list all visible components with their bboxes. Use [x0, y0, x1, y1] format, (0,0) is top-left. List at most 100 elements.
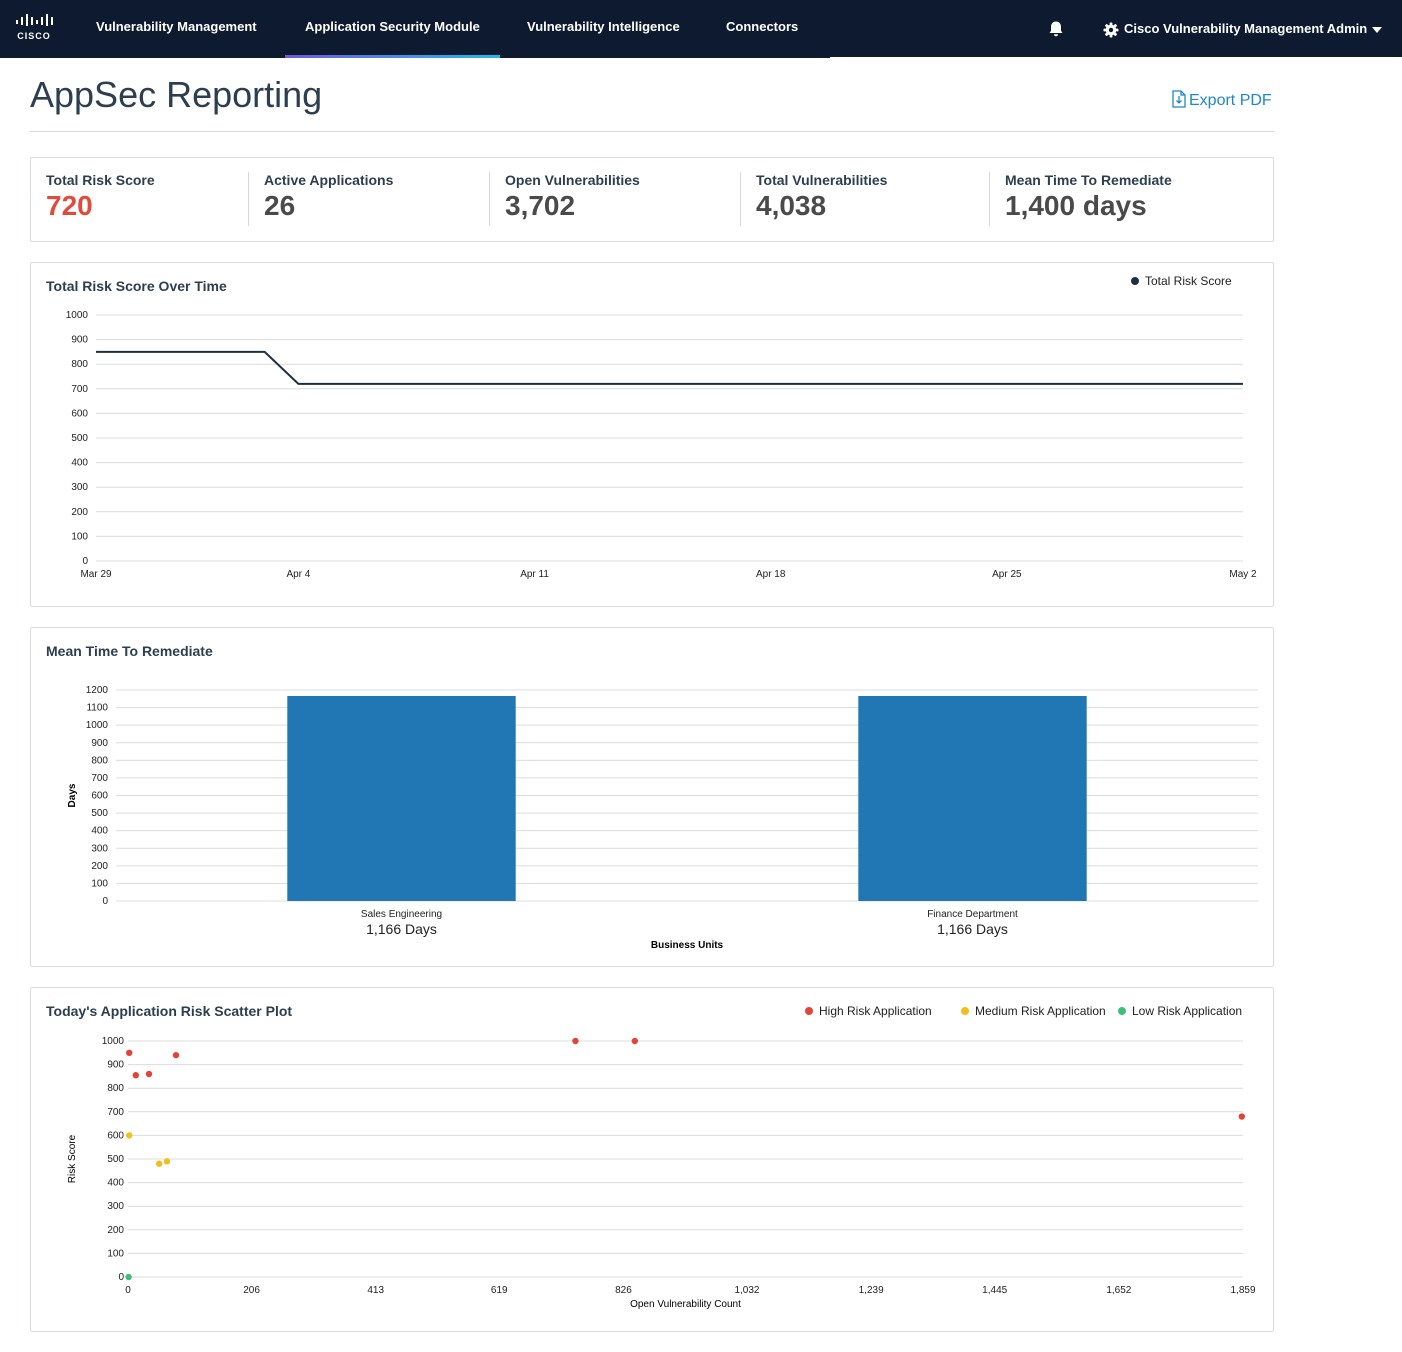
low-risk-point: [125, 1273, 132, 1281]
stat-label: Mean Time To Remediate: [1005, 172, 1172, 188]
legend-marker: [805, 1007, 813, 1015]
x-axis-label: Open Vulnerability Count: [630, 1299, 741, 1310]
user-menu-label: Cisco Vulnerability Management Admin: [1124, 21, 1368, 36]
high-risk-point: [132, 1072, 139, 1079]
stat-value: 26: [264, 190, 296, 221]
x-tick-label: 826: [615, 1285, 632, 1296]
x-tick-label: 1,859: [1230, 1285, 1255, 1296]
y-tick-label: 600: [91, 791, 108, 802]
nav-application-security-module[interactable]: Application Security Module: [285, 0, 500, 58]
risk-score-over-time-card: Total Risk Score Over Time 0 100 200 300 400…: [30, 262, 1274, 607]
x-tick-label: Apr 4: [286, 569, 310, 580]
stat-label: Active Applications: [264, 172, 394, 188]
chart-title: Total Risk Score Over Time: [46, 278, 227, 294]
title-divider: [30, 131, 1274, 132]
y-tick-label: 900: [91, 738, 108, 749]
y-tick-label: 600: [107, 1130, 124, 1141]
y-tick-label: 100: [71, 531, 88, 542]
risk-scatter-card: Today's Application Risk Scatter Plot 0 1…: [30, 987, 1274, 1332]
x-tick-label: 1,032: [734, 1285, 759, 1296]
medium-risk-point: [125, 1132, 133, 1139]
cisco-logo[interactable]: CISCO: [14, 14, 54, 44]
y-tick-label: 100: [91, 878, 108, 889]
stat-divider: [248, 172, 249, 226]
x-tick-label: 1,652: [1106, 1285, 1131, 1296]
stat-label: Total Risk Score: [46, 172, 155, 188]
legend-marker: [961, 1007, 969, 1015]
medium-risk-point: [155, 1160, 163, 1167]
y-tick-label: 1000: [102, 1036, 125, 1047]
medium-risk-point: [163, 1158, 171, 1165]
stat-value: 1,400 days: [1005, 190, 1147, 221]
y-tick-label: 500: [107, 1154, 124, 1165]
page-title: AppSec Reporting: [30, 74, 323, 115]
bar: [858, 695, 1087, 901]
x-tick-label: Finance Department: [927, 909, 1018, 920]
export-pdf-label: Export PDF: [1189, 92, 1272, 109]
x-tick-label: Apr 18: [756, 569, 786, 580]
x-tick-label: May 2: [1229, 569, 1257, 580]
nav-divider: [830, 57, 1402, 58]
line-chart: 0 100 200 300 400 500 600 700 800 900 1000 Mar 29 Ap…: [66, 274, 1257, 580]
stat-total-vulnerabilities: Total Vulnerabilities 4,038: [756, 172, 887, 222]
x-tick-label: Apr 11: [520, 569, 549, 580]
y-tick-label: 0: [118, 1272, 124, 1283]
y-tick-label: 400: [107, 1178, 124, 1189]
high-risk-point: [1238, 1113, 1246, 1120]
top-nav: CISCO Vulnerability Management Applicati…: [0, 0, 1402, 58]
high-risk-point: [125, 1049, 133, 1056]
stat-divider: [489, 172, 490, 226]
x-tick-label: Mar 29: [80, 569, 112, 580]
y-tick-label: 600: [71, 408, 88, 419]
y-tick-label: 200: [107, 1225, 124, 1236]
stat-divider: [989, 172, 990, 226]
x-tick-label: Sales Engineering: [361, 909, 442, 920]
bar-value-label: 1,166 Days: [937, 921, 1008, 937]
x-tick-label: 206: [243, 1285, 260, 1296]
legend-marker: [1131, 277, 1139, 285]
x-tick-label: Apr 25: [992, 569, 1022, 580]
chart-title: Mean Time To Remediate: [46, 643, 213, 659]
x-tick-label: 0: [125, 1285, 131, 1296]
y-tick-label: 800: [91, 755, 108, 766]
y-tick-label: 800: [71, 359, 88, 370]
x-axis-label: Business Units: [651, 940, 724, 951]
y-tick-label: 200: [71, 507, 88, 518]
y-tick-label: 0: [102, 896, 108, 907]
chevron-down-icon: [1372, 26, 1383, 33]
y-tick-label: 1000: [86, 720, 109, 731]
y-tick-label: 400: [91, 826, 108, 837]
export-pdf-button[interactable]: Export PDF: [1172, 90, 1272, 110]
y-tick-label: 1200: [86, 685, 109, 696]
stat-value: 3,702: [505, 190, 576, 221]
stat-value: 4,038: [756, 190, 827, 221]
y-tick-label: 900: [107, 1060, 124, 1071]
stat-label: Open Vulnerabilities: [505, 172, 640, 188]
y-tick-label: 500: [91, 808, 108, 819]
logo-text: CISCO: [17, 31, 51, 41]
user-menu[interactable]: Cisco Vulnerability Management Admin: [1103, 0, 1383, 58]
nav-connectors[interactable]: Connectors: [726, 19, 799, 34]
download-document-icon: [1172, 90, 1186, 108]
y-tick-label: 900: [71, 335, 88, 346]
y-tick-label: 0: [82, 556, 88, 567]
x-tick-label: 1,445: [982, 1285, 1007, 1296]
y-axis-label: Days: [67, 783, 78, 807]
y-axis-label: Risk Score: [67, 1134, 78, 1183]
stat-label: Total Vulnerabilities: [756, 172, 888, 188]
y-tick-label: 1000: [66, 310, 89, 321]
y-tick-label: 100: [107, 1248, 124, 1259]
series-line-total-risk-score: [96, 350, 1243, 385]
stat-total-risk-score: Total Risk Score 720: [46, 172, 155, 222]
y-tick-label: 300: [71, 482, 88, 493]
y-tick-label: 800: [107, 1083, 124, 1094]
legend-label: Low Risk Application: [1132, 1004, 1242, 1018]
stat-open-vulnerabilities: Open Vulnerabilities 3,702: [505, 172, 640, 222]
bar-value-label: 1,166 Days: [366, 921, 437, 937]
stat-divider: [740, 172, 741, 226]
bar-chart: 0 100 200 300 400 500 600 700 800 900 1000 1100 1200…: [67, 685, 1258, 951]
nav-vulnerability-intelligence[interactable]: Vulnerability Intelligence: [527, 19, 680, 34]
y-tick-label: 400: [71, 458, 88, 469]
notifications-bell-icon[interactable]: [1047, 20, 1065, 38]
nav-vulnerability-management[interactable]: Vulnerability Management: [96, 19, 257, 34]
